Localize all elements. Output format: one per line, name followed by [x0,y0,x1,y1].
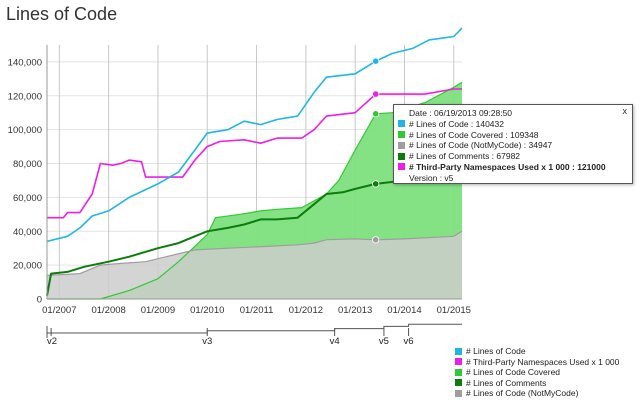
x-tick-label: 01/2013 [338,305,372,316]
highlight-marker [372,180,380,188]
axes: 0 20,000 40,000 60,000 80,000 100,000 120,000 1… [8,45,471,316]
version-label: v6 [404,336,414,347]
y-tick-label: 0 [37,295,42,306]
highlight-marker [372,236,380,244]
legend-swatch [455,389,462,397]
legend-swatch [455,379,462,387]
legend: # Lines of Code # Third-Party Namespaces … [455,346,619,399]
series-line--lines-of-code [46,27,463,243]
tooltip-row: # Lines of Comments : 67982 [398,151,628,162]
legend-label: # Lines of Code Covered [466,367,561,378]
y-tick-label: 40,000 [13,227,42,238]
x-tick-label: 01/2014 [387,305,421,316]
tooltip-row-text: # Lines of Code (NotMyCode) : 34947 [409,140,553,151]
y-tick-label: 140,000 [8,57,42,68]
x-tick-label: 01/2010 [190,305,224,316]
series-outline--lines-of-code-covered [47,81,463,300]
tooltip-row: # Lines of Code Covered : 109348 [398,130,628,141]
tooltip-row: # Lines of Code : 140432 [398,119,628,130]
tooltip-date: Date : 06/19/2013 09:28:50 [409,108,513,118]
chart-lines [46,27,463,300]
legend-label: # Third-Party Namespaces Used x 1 000 [466,356,620,367]
legend-swatch [455,347,462,355]
x-tick-label: 01/2008 [91,305,125,316]
y-tick-label: 80,000 [13,159,42,170]
tooltip-row: # Third-Party Namespaces Used x 1 000 : … [398,162,628,173]
legend-item[interactable]: # Lines of Comments [455,378,619,389]
data-tooltip: x Date : 06/19/2013 09:28:50 # Lines of … [393,104,633,184]
legend-item[interactable]: # Lines of Code [455,346,619,357]
highlight-marker [372,57,380,65]
series-line--third-party-namespaces-used-x-1-000 [47,88,462,219]
tooltip-swatch [398,131,405,139]
tooltip-close-button[interactable]: x [622,106,628,116]
series-line--lines-of-comments [46,159,463,296]
tooltip-row: # Lines of Code (NotMyCode) : 34947 [398,140,628,151]
tooltip-row-text: # Third-Party Namespaces Used x 1 000 : … [409,161,606,172]
highlight-markers [372,57,380,244]
tooltip-swatch [398,141,405,149]
tooltip-swatch [398,163,405,171]
version-timeline: v2 v3 v4 v5 v6 [46,323,462,347]
series-outline--lines-of-code-notmycode- [46,230,463,276]
x-tick-label: 01/2007 [42,305,76,316]
y-tick-label: 100,000 [8,125,42,136]
version-label: v4 [330,336,340,347]
tooltip-swatch [398,152,405,160]
tooltip-swatch [398,120,405,128]
y-tick-label: 120,000 [8,91,42,102]
x-tick-label: 01/2009 [141,305,175,316]
x-tick-label: 01/2015 [437,305,471,316]
legend-swatch [455,358,462,366]
x-tick-label: 01/2012 [289,305,323,316]
tooltip-version: Version : v5 [409,172,454,183]
y-tick-label: 60,000 [13,193,42,204]
version-step-line [47,323,462,334]
legend-label: # Lines of Code (NotMyCode) [466,388,579,399]
version-label: v3 [202,336,212,347]
tooltip-row-text: # Lines of Code : 140432 [409,118,504,129]
legend-item[interactable]: # Third-Party Namespaces Used x 1 000 [455,357,619,368]
y-tick-label: 20,000 [13,261,42,272]
tooltip-row-text: # Lines of Code Covered : 109348 [409,129,539,140]
legend-label: # Lines of Code [466,346,526,356]
legend-swatch [455,368,462,376]
legend-label: # Lines of Comments [466,377,547,388]
legend-item[interactable]: # Lines of Code (NotMyCode) [455,388,619,399]
x-tick-label: 01/2011 [240,305,274,316]
legend-item[interactable]: # Lines of Code Covered [455,367,619,378]
version-label: v2 [47,336,57,347]
highlight-marker [372,90,380,98]
tooltip-row-text: # Lines of Comments : 67982 [409,151,521,162]
version-label: v5 [379,336,389,347]
page-title: Lines of Code [6,4,118,24]
highlight-marker [372,110,380,118]
